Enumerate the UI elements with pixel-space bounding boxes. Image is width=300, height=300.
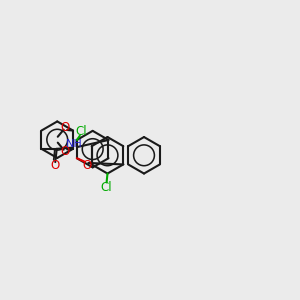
Text: Cl: Cl: [100, 181, 112, 194]
Text: O: O: [60, 122, 69, 134]
Text: O: O: [82, 159, 91, 172]
Text: O: O: [51, 159, 60, 172]
Text: O: O: [60, 145, 69, 158]
Text: NH: NH: [66, 139, 83, 149]
Text: Cl: Cl: [76, 125, 87, 138]
